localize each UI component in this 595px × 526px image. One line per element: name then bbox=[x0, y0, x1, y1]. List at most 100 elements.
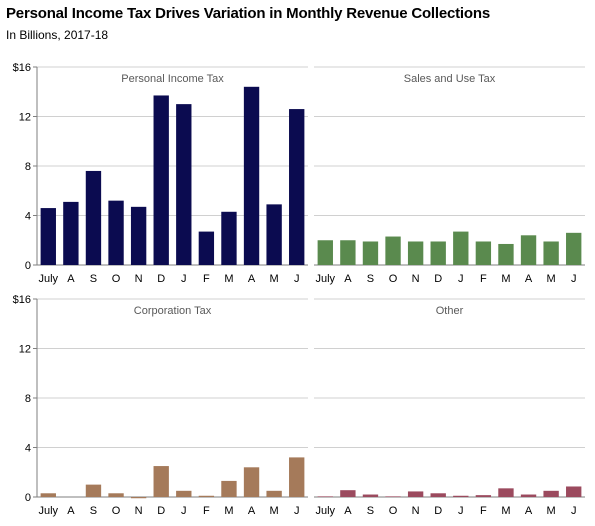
x-tick-label: M bbox=[224, 273, 233, 285]
bar bbox=[108, 493, 124, 497]
x-tick-label: J bbox=[294, 273, 300, 285]
chart-title: Personal Income Tax Drives Variation in … bbox=[6, 5, 490, 22]
y-tick-label: $16 bbox=[13, 294, 31, 306]
x-tick-label: A bbox=[344, 505, 352, 517]
bar bbox=[362, 241, 379, 265]
bar bbox=[317, 496, 333, 497]
x-tick-label: J bbox=[458, 505, 464, 517]
x-tick-label: J bbox=[294, 505, 300, 517]
bar bbox=[243, 467, 260, 497]
x-tick-label: F bbox=[480, 273, 487, 285]
x-tick-label: July bbox=[39, 505, 59, 517]
x-tick-label: M bbox=[224, 505, 233, 517]
x-tick-label: July bbox=[316, 505, 336, 517]
y-tick-label: $16 bbox=[13, 62, 31, 74]
x-tick-label: A bbox=[525, 273, 533, 285]
x-tick-label: A bbox=[525, 505, 533, 517]
x-tick-label: J bbox=[571, 505, 577, 517]
bar bbox=[498, 488, 514, 497]
bar bbox=[221, 480, 237, 497]
bar bbox=[266, 490, 282, 497]
y-tick-label: 12 bbox=[19, 112, 31, 124]
bar bbox=[85, 484, 102, 497]
x-tick-label: M bbox=[547, 505, 556, 517]
bar bbox=[475, 495, 492, 497]
x-tick-label: N bbox=[412, 273, 420, 285]
bar bbox=[176, 104, 192, 265]
bar bbox=[289, 457, 305, 497]
bar bbox=[520, 235, 537, 265]
x-tick-label: J bbox=[181, 273, 187, 285]
bar bbox=[407, 491, 424, 497]
x-tick-label: O bbox=[389, 273, 398, 285]
panel-title: Personal Income Tax bbox=[121, 73, 224, 85]
x-tick-label: A bbox=[67, 273, 75, 285]
bar bbox=[153, 466, 169, 497]
bar bbox=[130, 497, 147, 499]
bar bbox=[340, 240, 356, 265]
x-tick-label: M bbox=[501, 273, 510, 285]
bar bbox=[243, 86, 260, 265]
x-tick-label: S bbox=[367, 273, 374, 285]
x-tick-label: M bbox=[270, 505, 279, 517]
bar bbox=[543, 241, 559, 265]
x-tick-label: N bbox=[135, 273, 143, 285]
x-tick-label: D bbox=[157, 505, 165, 517]
x-tick-label: O bbox=[389, 505, 398, 517]
y-tick-label: 8 bbox=[25, 393, 31, 405]
bar bbox=[85, 170, 102, 265]
bar bbox=[289, 109, 305, 265]
x-tick-label: M bbox=[501, 505, 510, 517]
bar bbox=[407, 241, 424, 265]
x-tick-label: M bbox=[270, 273, 279, 285]
panel-title: Sales and Use Tax bbox=[404, 73, 496, 85]
bar bbox=[385, 236, 401, 265]
x-tick-label: A bbox=[248, 505, 256, 517]
bar bbox=[430, 241, 446, 265]
y-tick-label: 4 bbox=[25, 443, 31, 455]
bar bbox=[198, 231, 215, 265]
bar bbox=[475, 241, 492, 265]
y-tick-label: 12 bbox=[19, 344, 31, 356]
chart-subtitle: In Billions, 2017-18 bbox=[6, 28, 109, 42]
x-tick-label: N bbox=[412, 505, 420, 517]
x-tick-label: O bbox=[112, 505, 121, 517]
panel-title: Corporation Tax bbox=[134, 305, 212, 317]
bar bbox=[63, 201, 79, 265]
x-tick-label: J bbox=[571, 273, 577, 285]
x-tick-label: D bbox=[434, 273, 442, 285]
bar bbox=[108, 200, 124, 265]
y-tick-label: 4 bbox=[25, 211, 31, 223]
x-tick-label: S bbox=[90, 505, 97, 517]
bar bbox=[40, 208, 56, 265]
bar bbox=[221, 211, 237, 265]
bar bbox=[498, 243, 514, 265]
y-tick-label: 0 bbox=[25, 492, 31, 504]
x-tick-label: S bbox=[90, 273, 97, 285]
bar bbox=[40, 493, 56, 497]
x-tick-label: J bbox=[181, 505, 187, 517]
x-tick-label: S bbox=[367, 505, 374, 517]
bar bbox=[566, 486, 582, 497]
bar bbox=[153, 95, 169, 266]
x-tick-label: D bbox=[434, 505, 442, 517]
x-tick-label: J bbox=[458, 273, 464, 285]
x-tick-label: F bbox=[203, 273, 210, 285]
bar bbox=[176, 490, 192, 497]
bar bbox=[266, 204, 282, 265]
x-tick-label: F bbox=[480, 505, 487, 517]
bar bbox=[453, 495, 469, 497]
bar bbox=[430, 493, 446, 497]
x-tick-label: M bbox=[547, 273, 556, 285]
x-tick-label: D bbox=[157, 273, 165, 285]
x-tick-label: A bbox=[67, 505, 75, 517]
bar bbox=[520, 494, 537, 497]
x-tick-label: F bbox=[203, 505, 210, 517]
x-tick-label: A bbox=[344, 273, 352, 285]
x-tick-label: July bbox=[316, 273, 336, 285]
bar bbox=[543, 490, 559, 497]
y-tick-label: 0 bbox=[25, 260, 31, 272]
bar bbox=[317, 240, 333, 265]
bar bbox=[566, 232, 582, 265]
